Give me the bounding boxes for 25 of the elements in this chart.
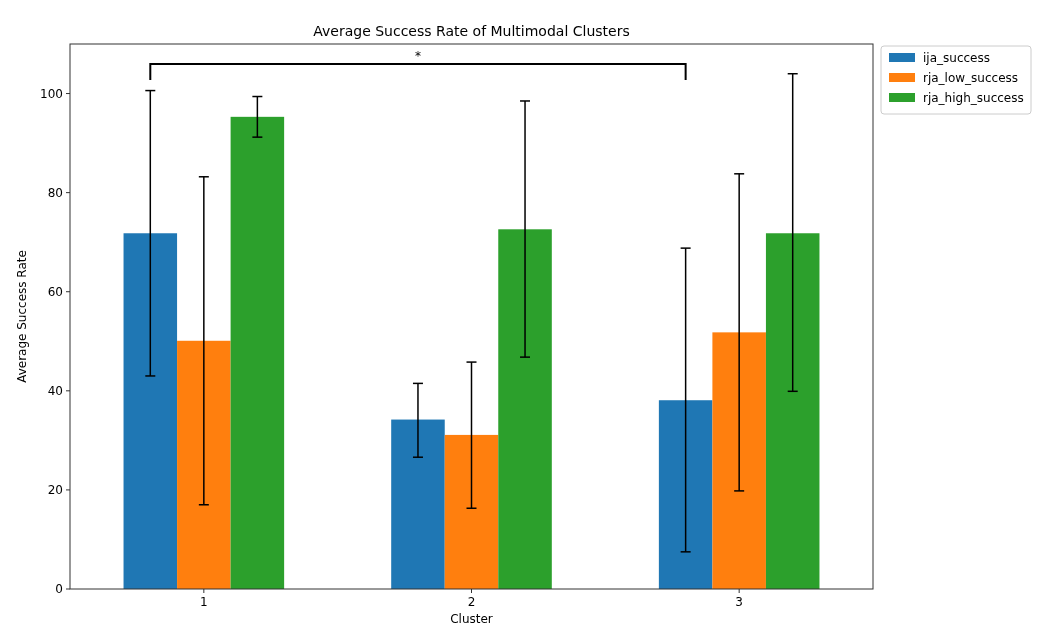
y-axis-title: Average Success Rate (15, 250, 29, 383)
x-tick-label: 2 (467, 595, 476, 609)
legend-label: rja_high_success (923, 91, 1024, 106)
y-tick-label: 0 (55, 582, 63, 597)
bar (177, 340, 231, 589)
x-axis-title: Cluster (450, 612, 493, 626)
legend-label: ija_success (923, 51, 990, 66)
legend-label: rja_low_success (923, 71, 1019, 86)
bar (123, 233, 178, 589)
y-tick-label: 20 (47, 483, 63, 498)
bar (765, 233, 820, 589)
y-tick-label: 40 (47, 384, 63, 399)
bar (658, 400, 713, 589)
annotation: * (414, 49, 421, 63)
bar (444, 434, 499, 589)
bar (230, 116, 285, 589)
bar (712, 332, 766, 589)
x-tick-label: 3 (735, 595, 743, 609)
bar (498, 229, 552, 589)
y-tick-label: 80 (47, 185, 63, 200)
x-tick-label: 1 (200, 595, 208, 609)
bar (391, 419, 445, 589)
y-tick-label: 60 (47, 284, 63, 299)
y-tick-label: 100 (40, 86, 63, 101)
chart-title: Average Success Rate of Multimodal Clusters (313, 23, 630, 39)
